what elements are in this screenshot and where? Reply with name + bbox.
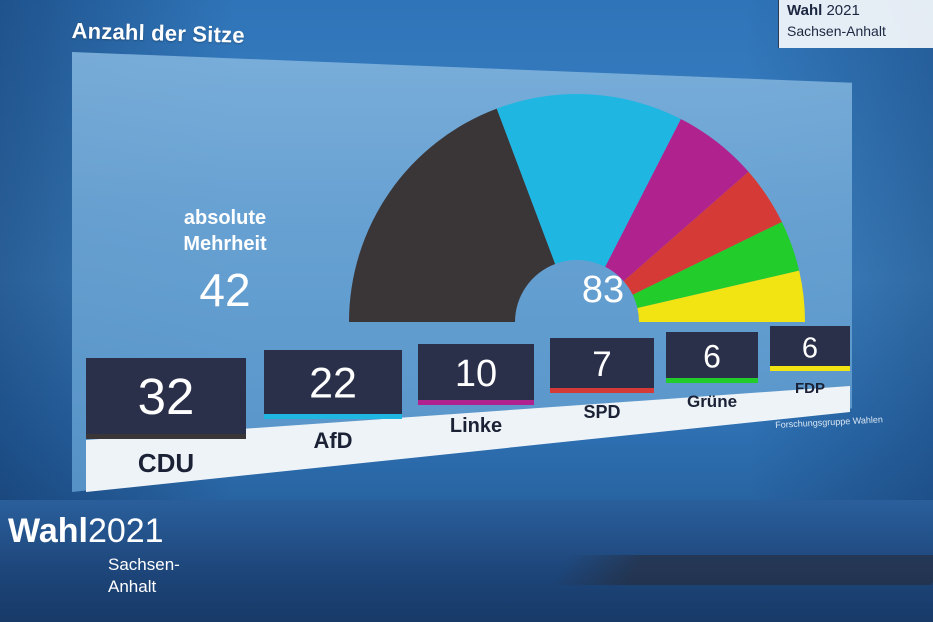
bottom-logo-year: 2021 [87, 512, 164, 550]
party-name-cdu: CDU [138, 448, 194, 478]
party-color-bar-cdu [86, 434, 246, 439]
seat-segment-afd [496, 93, 681, 267]
party-color-bar-spd [550, 388, 654, 393]
party-seats-grüne: 6 [703, 338, 721, 374]
majority-label-line2: Mehrheit [183, 233, 267, 255]
party-box-afd [264, 350, 402, 414]
party-name-afd: AfD [313, 428, 352, 453]
party-box-grüne [666, 332, 758, 378]
party-box-linke [418, 344, 534, 400]
party-color-bar-afd [264, 414, 402, 419]
corner-logo-year: 2021 [826, 2, 860, 19]
party-seats-afd: 22 [309, 360, 357, 408]
party-seats-cdu: 32 [138, 368, 195, 425]
seat-segment-spd [623, 171, 782, 295]
bottom-logo-bold: Wahl [8, 512, 88, 550]
party-name-spd: SPD [583, 402, 620, 422]
majority-box: absolute Mehrheit 42 [150, 205, 300, 317]
seat-segment-linke [605, 119, 749, 282]
total-seats-value: 83 [582, 269, 624, 311]
bottom-logo-region-line2: Anhalt [108, 577, 157, 596]
party-name-grüne: Grüne [687, 392, 737, 411]
seat-segment-cdu [349, 108, 556, 322]
party-color-bar-fdp [770, 366, 850, 371]
party-box-cdu [86, 358, 246, 434]
party-color-bar-grüne [666, 378, 758, 383]
majority-label-line1: absolute [183, 207, 267, 229]
seat-segment-grüne [632, 221, 800, 309]
corner-logo-region: Sachsen-Anhalt [787, 23, 886, 39]
party-seats-linke: 10 [455, 353, 497, 395]
majority-value: 42 [199, 264, 251, 316]
party-color-bar-linke [418, 400, 534, 405]
seat-segment-fdp [637, 270, 805, 322]
corner-logo-bold: Wahl [787, 2, 823, 19]
bottom-logo: Wahl2021 Sachsen- Anhalt [8, 512, 180, 596]
legend-label-strip [86, 386, 850, 492]
party-box-fdp [770, 326, 850, 366]
party-name-linke: Linke [450, 415, 502, 437]
corner-logo: Wahl 2021 Sachsen-Anhalt [778, 0, 933, 48]
party-box-spd [550, 338, 654, 388]
party-seats-fdp: 6 [802, 332, 818, 364]
party-name-fdp: FDP [795, 380, 825, 397]
bottom-logo-region-line1: Sachsen- [108, 555, 180, 574]
party-seats-spd: 7 [592, 345, 611, 384]
